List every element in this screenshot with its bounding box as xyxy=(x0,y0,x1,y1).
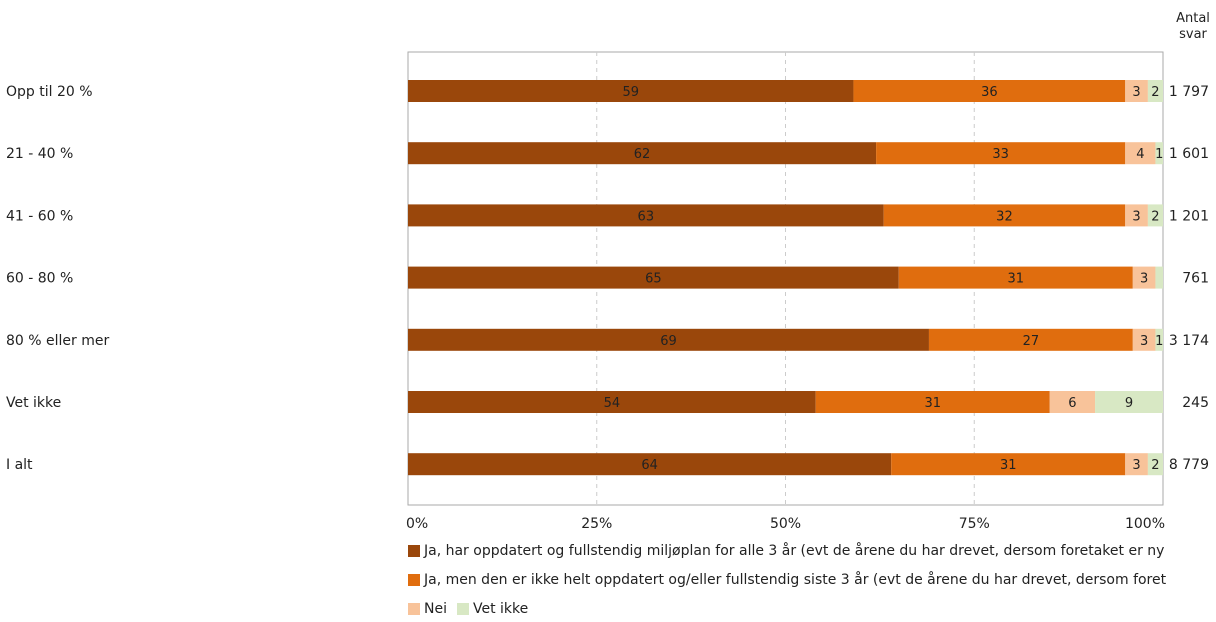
bar-segment xyxy=(1147,453,1163,476)
data-label: 3 xyxy=(1132,458,1140,473)
legend-swatch-series-2 xyxy=(408,574,420,586)
data-label: 4 xyxy=(1136,147,1144,162)
legend-item-series-1: Ja, har oppdatert og fullstendig miljøpl… xyxy=(408,542,1164,560)
data-label: 36 xyxy=(981,85,998,100)
legend-label-series-1: Ja, har oppdatert og fullstendig miljøpl… xyxy=(424,543,1165,559)
count-header: Antal svar xyxy=(1176,11,1210,42)
bar-segment xyxy=(1155,142,1163,165)
data-label: 2 xyxy=(1151,85,1159,100)
data-label: 3 xyxy=(1132,209,1140,224)
legend-label-series-2: Ja, men den er ikke helt oppdatert og/el… xyxy=(424,572,1167,588)
bar-segment xyxy=(876,142,1126,165)
x-axis-ticks: 0% 25% 50% 75% 100% xyxy=(406,516,1165,532)
data-label: 31 xyxy=(1008,272,1025,287)
data-label: 69 xyxy=(660,334,677,349)
data-label: 59 xyxy=(622,85,639,100)
bar-segment xyxy=(408,80,854,102)
count-label: 1 201 xyxy=(1169,208,1209,224)
data-label: 1 xyxy=(1155,147,1163,162)
category-label: I alt xyxy=(6,457,33,473)
bar-segment xyxy=(883,204,1126,227)
bar-segment xyxy=(408,453,892,476)
data-label: 2 xyxy=(1151,458,1159,473)
data-label: 2 xyxy=(1151,209,1159,224)
category-label: 60 - 80 % xyxy=(6,271,73,287)
data-label: 3 xyxy=(1132,85,1140,100)
count-label: 761 xyxy=(1182,271,1209,287)
count-label: 245 xyxy=(1182,395,1209,411)
data-label: 63 xyxy=(638,209,655,224)
bar-segment xyxy=(1155,328,1163,351)
data-label: 32 xyxy=(996,209,1013,224)
data-label: 9 xyxy=(1125,396,1133,411)
legend-label-series-3: Nei xyxy=(424,601,447,617)
legend: Ja, har oppdatert og fullstendig miljøpl… xyxy=(408,542,1216,622)
bar-segment xyxy=(408,266,899,289)
legend-item-series-2: Ja, men den er ikke helt oppdatert og/el… xyxy=(408,571,1166,589)
data-label: 6 xyxy=(1068,396,1076,411)
data-label: 1 xyxy=(1155,334,1163,349)
data-label: 31 xyxy=(924,396,941,411)
data-label: 54 xyxy=(604,396,621,411)
bar-segment xyxy=(853,80,1126,102)
data-label: 27 xyxy=(1023,334,1040,349)
bar-segment xyxy=(1049,391,1096,413)
legend-swatch-series-3 xyxy=(408,603,420,615)
bar-segment xyxy=(1125,142,1156,165)
legend-swatch-series-1 xyxy=(408,545,420,557)
data-label: 3 xyxy=(1140,334,1148,349)
data-label: 31 xyxy=(1000,458,1017,473)
category-label: Opp til 20 % xyxy=(6,84,93,100)
count-header-line-1: Antal xyxy=(1176,11,1210,26)
bar-segment xyxy=(1125,204,1148,227)
x-tick-label: 25% xyxy=(581,516,612,532)
bar-segment xyxy=(1125,80,1148,102)
bar-segment xyxy=(408,142,877,165)
count-label: 1 797 xyxy=(1169,84,1209,100)
count-label: 3 174 xyxy=(1169,333,1209,349)
legend-swatch-series-4 xyxy=(456,603,469,615)
x-tick-label: 0% xyxy=(406,516,428,532)
count-header-line-2: svar xyxy=(1179,27,1207,42)
bar-segment xyxy=(815,391,1050,413)
bar-segment xyxy=(408,328,929,351)
bar-segment xyxy=(1132,266,1156,289)
bar-segment xyxy=(898,266,1133,289)
data-label: 62 xyxy=(634,147,651,162)
bar-segment xyxy=(891,453,1126,476)
data-label: 64 xyxy=(641,458,658,473)
x-tick-label: 100% xyxy=(1125,516,1165,532)
category-label: Vet ikke xyxy=(6,395,61,411)
x-tick-label: 75% xyxy=(959,516,990,532)
bar-segment xyxy=(1147,80,1163,102)
count-label: 8 779 xyxy=(1169,457,1209,473)
bar-segment xyxy=(928,328,1133,351)
data-label: 3 xyxy=(1140,272,1148,287)
bar-segment xyxy=(408,391,816,413)
data-label: 65 xyxy=(645,272,662,287)
category-label: 80 % eller mer xyxy=(6,333,109,349)
count-label: 1 601 xyxy=(1169,146,1209,162)
bar-segment xyxy=(408,204,884,227)
bar-segment xyxy=(1095,391,1163,413)
data-label: 33 xyxy=(992,147,1009,162)
bar-segment xyxy=(1125,453,1148,476)
legend-label-series-4: Vet ikke xyxy=(472,601,529,617)
x-tick-label: 50% xyxy=(770,516,801,532)
bar-segment xyxy=(1132,328,1156,351)
category-label: 41 - 60 % xyxy=(6,208,73,224)
category-label: 21 - 40 % xyxy=(6,146,73,162)
bar-segment xyxy=(1155,266,1163,289)
legend-item-series-3-4: Nei Vet ikke xyxy=(408,600,528,618)
bar-segment xyxy=(1147,204,1163,227)
